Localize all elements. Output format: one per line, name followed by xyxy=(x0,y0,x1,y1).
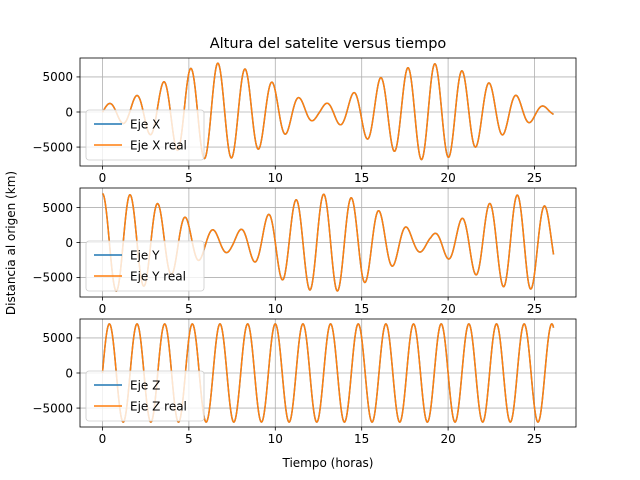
x-tick-label: 15 xyxy=(354,432,369,446)
x-tick-label: 5 xyxy=(185,171,193,185)
x-tick-label: 25 xyxy=(527,302,542,316)
x-tick-label: 20 xyxy=(440,302,455,316)
x-tick-label: 25 xyxy=(527,171,542,185)
subplot-1: 0 5 10 15 20 25 −5000 0 5000 Eje X Eje X real xyxy=(32,57,577,185)
x-tick-label: 20 xyxy=(440,171,455,185)
legend-box xyxy=(85,370,205,422)
x-tick-label: 0 xyxy=(99,171,107,185)
legend-box xyxy=(85,240,205,292)
x-tick-label: 15 xyxy=(354,302,369,316)
legend-label: Eje X real xyxy=(130,138,187,152)
y-axis-label: Distancia al origen (km) xyxy=(4,171,18,315)
legend: Eje Y Eje Y real xyxy=(85,240,205,292)
x-tick-label: 10 xyxy=(268,171,283,185)
x-tick-label: 0 xyxy=(99,432,107,446)
y-tick-label: 5000 xyxy=(42,70,73,84)
x-tick-label: 20 xyxy=(440,432,455,446)
legend: Eje Z Eje Z real xyxy=(85,370,205,422)
x-tick-label: 10 xyxy=(268,302,283,316)
legend-label: Eje Z xyxy=(130,378,160,392)
legend-box xyxy=(85,109,205,161)
chart-title: Altura del satelite versus tiempo xyxy=(210,36,447,52)
y-tick-label: −5000 xyxy=(32,271,73,285)
legend: Eje X Eje X real xyxy=(85,109,205,161)
x-axis-label: Tiempo (horas) xyxy=(282,456,374,470)
y-tick-label: 5000 xyxy=(42,201,73,215)
y-tick-label: −5000 xyxy=(32,140,73,154)
subplot-2: 0 5 10 15 20 25 −5000 0 5000 Eje Y Eje Y real xyxy=(32,187,577,316)
x-tick-label: 10 xyxy=(268,432,283,446)
x-tick-label: 15 xyxy=(354,171,369,185)
legend-label: Eje X xyxy=(130,117,160,131)
subplot-3: 0 5 10 15 20 25 −5000 0 5000 Eje Z Eje Z real xyxy=(32,318,577,446)
x-tick-label: 5 xyxy=(185,432,193,446)
y-tick-label: 0 xyxy=(65,366,73,380)
y-tick-label: 0 xyxy=(65,105,73,119)
legend-label: Eje Z real xyxy=(130,399,187,413)
y-tick-label: 5000 xyxy=(42,331,73,345)
legend-label: Eje Y real xyxy=(130,269,186,283)
x-tick-label: 5 xyxy=(185,302,193,316)
x-tick-label: 25 xyxy=(527,432,542,446)
legend-label: Eje Y xyxy=(130,248,160,262)
x-tick-label: 0 xyxy=(99,302,107,316)
y-tick-label: 0 xyxy=(65,236,73,250)
y-tick-label: −5000 xyxy=(32,401,73,415)
